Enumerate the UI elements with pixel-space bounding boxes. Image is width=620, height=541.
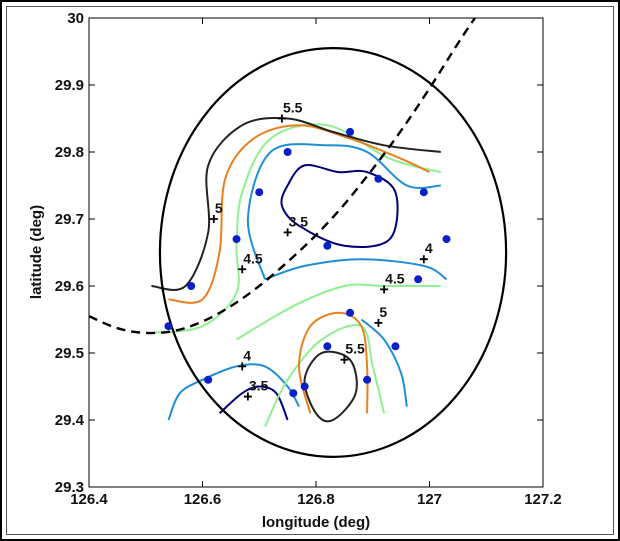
- dashed-arc-group: [88, 17, 476, 335]
- y-tick-label-0: 29.3: [55, 479, 84, 496]
- station-point-3: [255, 188, 264, 197]
- contour-line-4-4: [167, 363, 300, 421]
- contour-line-5-5-12: [303, 350, 358, 423]
- contour-line-5-5-11: [151, 116, 441, 291]
- station-point-0: [346, 127, 355, 136]
- contour-label-marker-0: [277, 114, 286, 123]
- station-point-6: [323, 241, 332, 250]
- y-tick-label-4: 29.7: [55, 211, 84, 228]
- contour-label-marker-7: [340, 355, 349, 364]
- dashed-arc: [88, 17, 476, 335]
- contour-label-marker-2: [283, 228, 292, 237]
- station-point-9: [414, 275, 423, 284]
- contour-lines: [151, 116, 448, 428]
- contour-label-0: 5.5: [283, 100, 303, 116]
- station-point-12: [323, 342, 332, 351]
- x-tick-label-0: 126.4: [70, 491, 108, 508]
- y-tick-label-1: 29.4: [55, 412, 85, 429]
- contour-line-3-5-0: [280, 164, 399, 248]
- y-tick-label-3: 29.6: [55, 278, 84, 295]
- plot-area: [88, 17, 544, 488]
- y-tick-label-2: 29.5: [55, 345, 84, 362]
- contour-line-5-9: [168, 124, 430, 304]
- station-point-10: [346, 308, 355, 317]
- x-tick-label-2: 126.8: [297, 491, 335, 508]
- contour-label-marker-9: [243, 392, 252, 401]
- station-point-8: [187, 282, 196, 290]
- y-tick-label-6: 29.9: [55, 77, 84, 94]
- contour-line-4-5-8: [264, 324, 386, 428]
- boundary-circle-group: [158, 47, 508, 458]
- contour-line-4-2: [246, 143, 441, 280]
- station-point-4: [419, 188, 428, 197]
- contour-line-4-5-6: [151, 123, 442, 334]
- contour-label-marker-8: [238, 362, 247, 371]
- boundary-circle: [158, 47, 508, 458]
- contour-label-3: 4.5: [243, 250, 263, 266]
- station-points: [164, 127, 451, 398]
- contour-label-8: 4: [243, 347, 251, 363]
- contour-line-3-5-1: [218, 385, 289, 421]
- y-axis-label: latitude (deg): [28, 205, 45, 299]
- contour-label-9: 3.5: [249, 378, 269, 394]
- contour-label-2: 3.5: [289, 213, 309, 229]
- x-tick-label-4: 127.2: [524, 491, 562, 508]
- x-axis-label: longitude (deg): [262, 514, 370, 531]
- contour-label-marker-4: [419, 255, 428, 264]
- station-point-1: [283, 148, 292, 156]
- contour-label-marker-5: [380, 285, 389, 294]
- y-tick-label-5: 29.8: [55, 144, 84, 161]
- contour-label-marker-6: [374, 318, 383, 327]
- y-tick-label-7: 30: [67, 10, 84, 27]
- contour-label-4: 4: [425, 240, 433, 256]
- contour-line-4-3: [264, 258, 448, 281]
- contour-label-1: 5: [215, 200, 223, 216]
- figure-inner-border: [6, 6, 614, 535]
- contour-line-5-10: [297, 311, 369, 414]
- contour-label-marker-1: [209, 215, 218, 223]
- contour-line-4-5: [360, 318, 408, 407]
- contour-label-7: 5.5: [345, 341, 365, 357]
- contour-line-4-5-7: [235, 283, 441, 341]
- station-point-7: [442, 235, 451, 244]
- station-point-11: [164, 322, 173, 331]
- station-point-5: [232, 235, 241, 244]
- contour-label-6: 5: [379, 304, 387, 320]
- contour-label-marker-3: [238, 265, 247, 274]
- contour-labels: 5.5 5 3.5 4.5 4 4.5 5 5.5 4 3.5: [209, 100, 433, 401]
- station-point-16: [300, 382, 309, 391]
- station-point-13: [391, 342, 400, 351]
- station-point-17: [289, 389, 298, 398]
- station-point-15: [363, 375, 372, 384]
- axes: 126.4 126.6 126.8 127 127.2 29.3 29.4 29.5 29.6 2…: [55, 10, 562, 508]
- station-point-14: [204, 375, 213, 384]
- station-point-2: [374, 174, 383, 183]
- contour-label-5: 4.5: [385, 270, 405, 286]
- x-tick-label-1: 126.6: [184, 491, 222, 508]
- x-tick-label-3: 127: [417, 491, 442, 508]
